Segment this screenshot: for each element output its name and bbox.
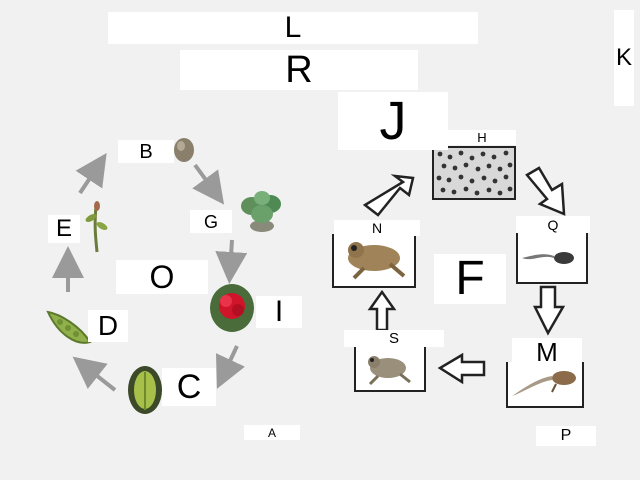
label-l: L — [108, 12, 478, 44]
tadpole-with-legs-frame — [506, 362, 584, 408]
adult-frog-frame — [332, 234, 416, 288]
label-j: J — [338, 92, 448, 150]
label-h: H — [448, 130, 516, 145]
seed-icon — [174, 138, 194, 162]
label-p: P — [536, 426, 596, 446]
label-i: I — [256, 296, 302, 328]
froglet-icon — [368, 356, 411, 386]
label-d: D — [88, 310, 128, 342]
label-k: K — [614, 10, 634, 106]
pea-pod-icon — [46, 310, 92, 344]
young-plant-icon — [241, 191, 281, 232]
arrow-s-to-n — [367, 289, 397, 332]
label-s: S — [344, 330, 444, 347]
tadpole-icon — [522, 252, 574, 264]
arrow-c-to-d — [72, 356, 117, 392]
arrow-b-to-g — [192, 163, 225, 205]
tadpole-frame — [516, 232, 588, 284]
label-o: O — [116, 260, 208, 294]
label-n: N — [334, 220, 420, 236]
arrow-h-to-q — [525, 166, 566, 216]
label-c: C — [162, 368, 216, 406]
arrow-m-to-s — [437, 352, 486, 385]
label-g: G — [190, 210, 232, 233]
frog-eggs-icon — [432, 146, 516, 200]
label-e: E — [48, 215, 80, 243]
arrow-e-to-b — [75, 153, 107, 195]
arrow-i-to-c — [216, 345, 245, 389]
label-m: M — [512, 338, 582, 366]
froglet-frame — [354, 346, 426, 392]
arrow-g-to-i — [215, 239, 248, 284]
label-a: A — [244, 425, 300, 440]
adult-frog-icon — [348, 242, 406, 280]
label-f: F — [434, 254, 506, 304]
seedling-icon — [85, 201, 108, 253]
flowering-plant-icon — [210, 284, 254, 332]
label-b: B — [118, 140, 174, 163]
label-r: R — [180, 50, 418, 90]
fruit-icon — [128, 366, 162, 414]
label-q: Q — [516, 216, 590, 233]
tadpole-with-legs-icon — [512, 371, 576, 396]
arrow-q-to-m — [532, 285, 566, 336]
arrow-n-to-h — [362, 174, 415, 217]
